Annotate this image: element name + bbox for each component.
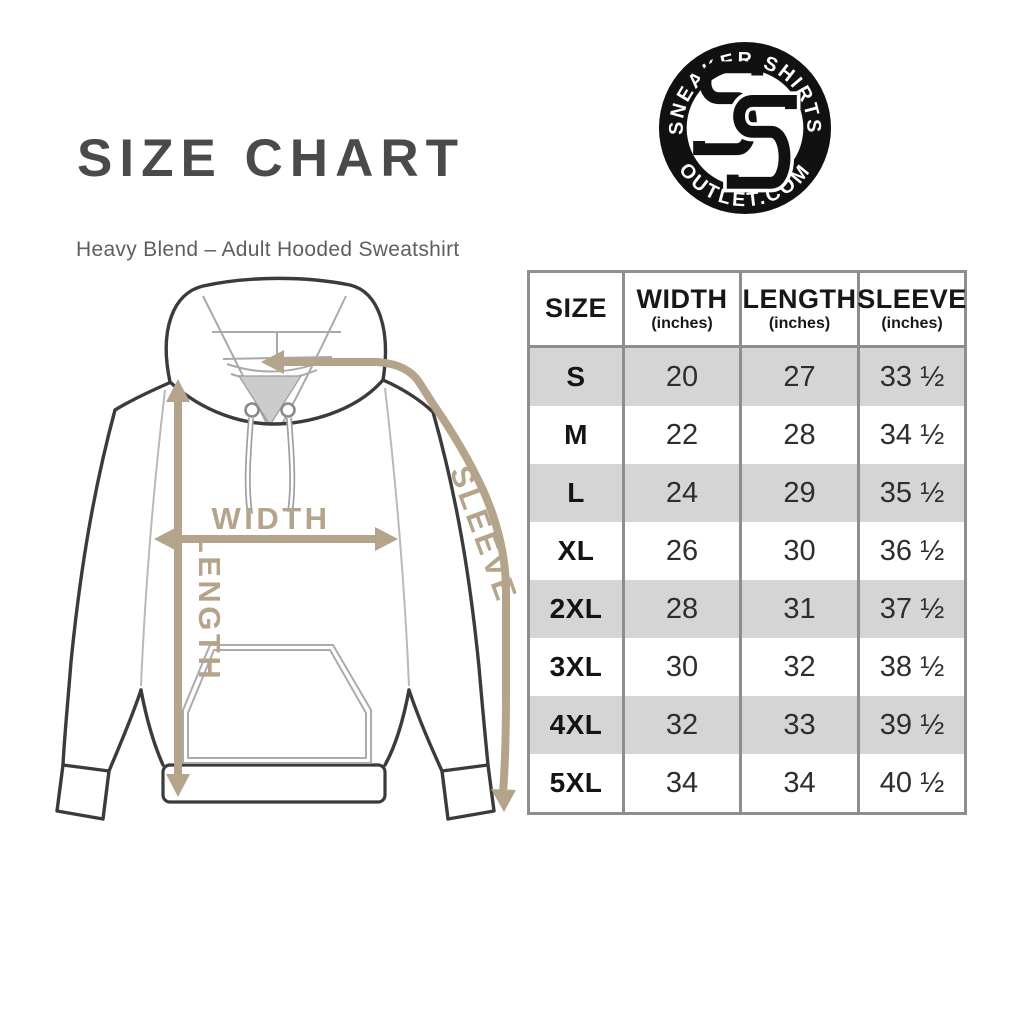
size-cell: M [530,406,622,464]
value-cell: 31 [739,580,857,638]
hoodie-body [63,380,488,771]
value-cell: 32 [622,696,739,754]
value-cell: 34 [739,754,857,812]
value-cell: 30 [739,522,857,580]
column-header-sub: (inches) [768,314,831,332]
seam-lines [140,387,410,687]
column-header-sub: (inches) [651,314,713,332]
value-cell: 33 [739,696,857,754]
kangaroo-pocket [182,644,372,764]
table-row: XL 26 30 36 ½ [530,522,964,580]
value-cell: 33 ½ [857,348,964,406]
size-cell: 3XL [530,638,622,696]
column-header-label: LENGTH [742,284,857,315]
column-header-label: SIZE [544,293,607,324]
cuffs [55,763,496,821]
hem-band [161,763,387,804]
value-cell: 24 [622,464,739,522]
hoodie-diagram: WIDTH LENGTH SLEEVE [55,276,525,821]
value-cell: 40 ½ [857,754,964,812]
table-row: S 20 27 33 ½ [530,348,964,406]
table-row: L 24 29 35 ½ [530,464,964,522]
value-cell: 26 [622,522,739,580]
column-header-label: WIDTH [636,284,728,315]
value-cell: 34 ½ [857,406,964,464]
column-header-label: SLEEVE [857,284,967,315]
column-header-sleeve: SLEEVE (inches) [857,273,967,345]
width-label: WIDTH [211,501,330,536]
page-title: SIZE CHART [77,129,465,188]
value-cell: 34 [622,754,739,812]
size-cell: XL [530,522,622,580]
ss-monogram-icon [693,61,801,193]
size-table: SIZE WIDTH (inches) LENGTH (inches) SLEE… [527,270,967,815]
value-cell: 27 [739,348,857,406]
length-label: LENGTH [192,534,227,682]
hood-fill [166,278,386,426]
value-cell: 38 ½ [857,638,964,696]
value-cell: 22 [622,406,739,464]
eyelet-left [244,402,260,418]
eyelet-right [280,402,296,418]
column-header-size: SIZE [530,273,622,345]
value-cell: 30 [622,638,739,696]
table-row: 2XL 28 31 37 ½ [530,580,964,638]
size-cell: L [530,464,622,522]
value-cell: 37 ½ [857,580,964,638]
outline-strokes [61,378,490,773]
size-cell: 2XL [530,580,622,638]
table-row: 5XL 34 34 40 ½ [530,754,964,812]
value-cell: 35 ½ [857,464,964,522]
size-cell: S [530,348,622,406]
brand-logo: SNEAKER SHIRTS OUTLET.COM [658,41,832,215]
arrow-shafts [169,358,510,794]
collar-triangle [237,375,303,427]
value-cell: 28 [622,580,739,638]
table-header-row: SIZE WIDTH (inches) LENGTH (inches) SLEE… [530,273,967,348]
table-row: M 22 28 34 ½ [530,406,964,464]
sleeve-arrow [280,358,510,794]
table-row: 4XL 32 33 39 ½ [530,696,964,754]
size-cell: 5XL [530,754,622,812]
value-cell: 20 [622,348,739,406]
hood-outline [164,276,388,426]
arrow-heads [154,350,516,812]
size-table-body: S 20 27 33 ½ M 22 28 34 ½ L 24 29 35 ½ XL 26 30 36 ½ 2XL… [530,348,964,812]
table-row: 3XL 30 32 38 ½ [530,638,964,696]
value-cell: 39 ½ [857,696,964,754]
value-cell: 29 [739,464,857,522]
drawstrings [244,402,296,515]
value-cell: 36 ½ [857,522,964,580]
value-cell: 28 [739,406,857,464]
page-subtitle: Heavy Blend – Adult Hooded Sweatshirt [76,238,460,261]
column-header-length: LENGTH (inches) [739,273,857,345]
column-header-sub: (inches) [881,314,943,332]
column-header-width: WIDTH (inches) [622,273,739,345]
value-cell: 32 [739,638,857,696]
size-cell: 4XL [530,696,622,754]
